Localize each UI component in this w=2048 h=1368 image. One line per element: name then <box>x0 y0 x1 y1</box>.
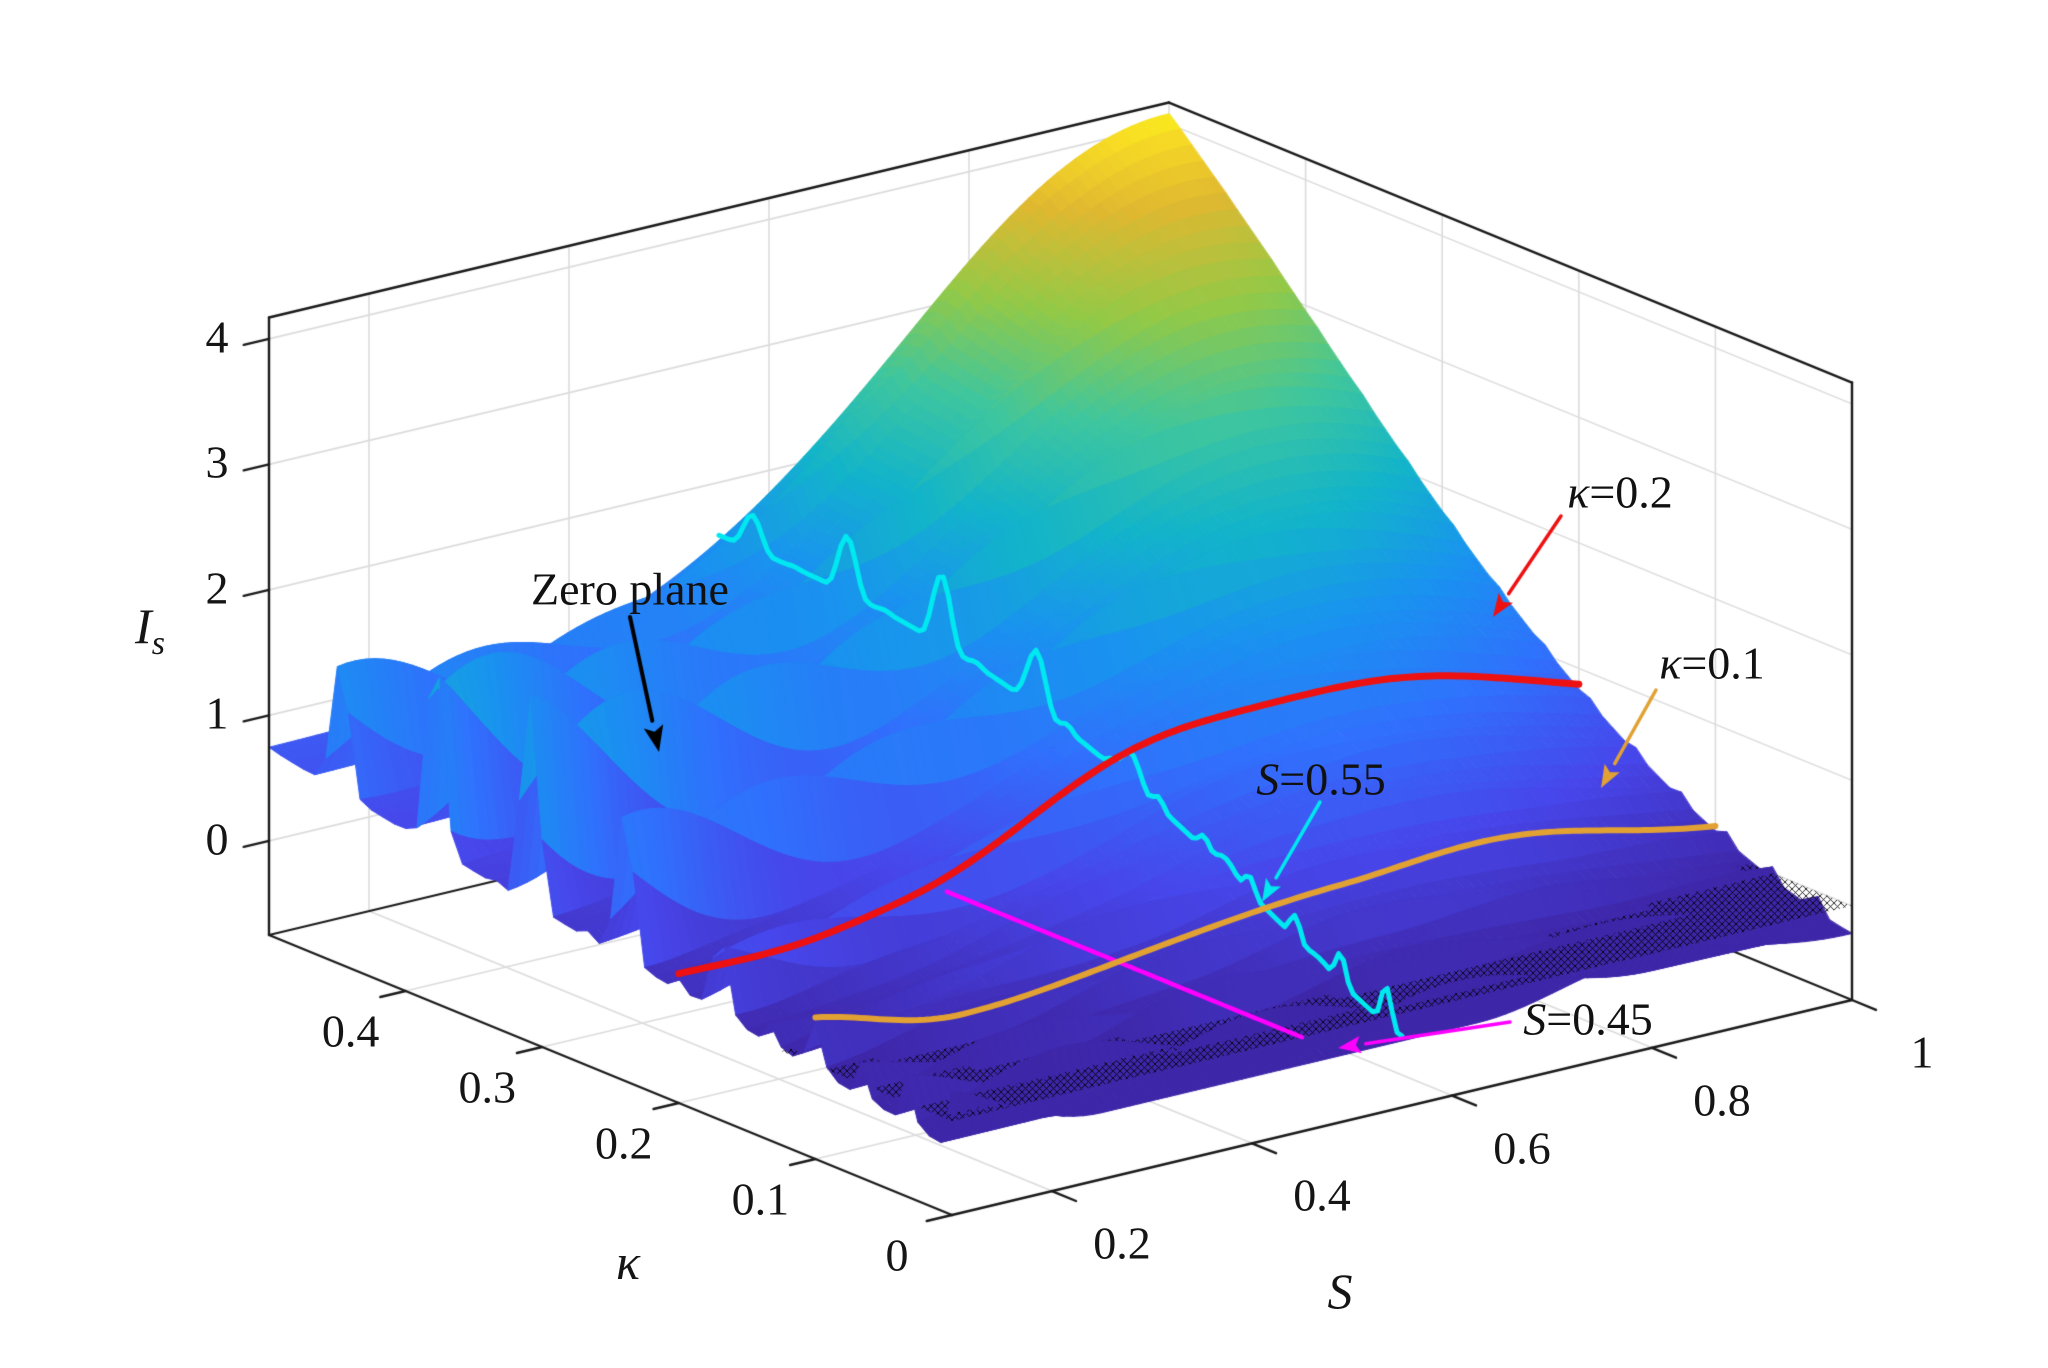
surface-plot-canvas <box>0 0 2048 1368</box>
3d-surface-figure: Is κ S Zero plane κ=0.2 κ=0.1 S=0.55 S=0… <box>0 0 2048 1368</box>
